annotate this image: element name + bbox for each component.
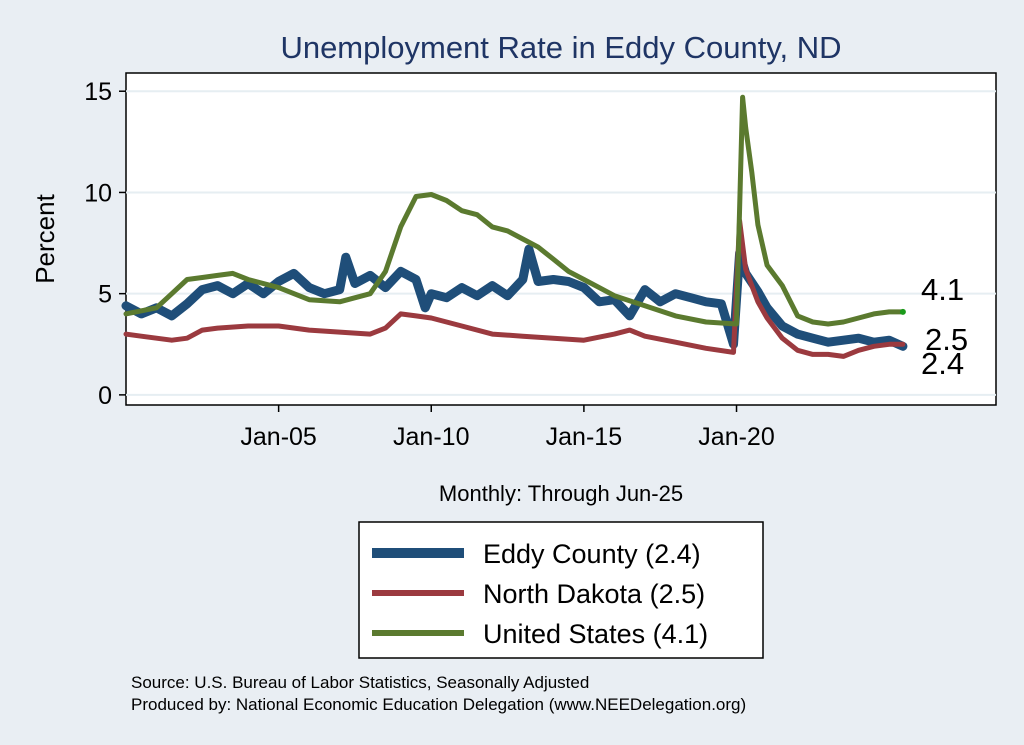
x-tick-label: Jan-15: [546, 423, 622, 451]
legend-label: North Dakota (2.5): [483, 579, 705, 609]
series-line-united-states: [123, 94, 906, 327]
y-tick-label: 15: [84, 78, 112, 106]
y-tick-label: 0: [98, 382, 112, 410]
legend-label: Eddy County (2.4): [483, 539, 701, 569]
x-tick-label: Jan-20: [698, 423, 774, 451]
us-end-marker: [899, 308, 906, 315]
gridlines: [126, 90, 996, 396]
x-axis: Jan-05 Jan-10 Jan-15 Jan-20: [240, 405, 775, 451]
legend: Eddy County (2.4) North Dakota (2.5) Unite…: [358, 521, 764, 659]
series-line-eddy-county: [121, 244, 908, 351]
y-tick-label: 5: [98, 281, 112, 309]
y-tick-label: 10: [84, 179, 112, 207]
x-tick-label: Jan-05: [240, 423, 316, 451]
producer-note: Produced by: National Economic Education…: [131, 695, 746, 714]
plot-area: [125, 72, 997, 406]
series-line-north-dakota: [123, 218, 906, 359]
series-lines: [121, 94, 908, 359]
y-axis: 0 5 10 15: [84, 78, 126, 410]
x-tick-label: Jan-10: [393, 423, 469, 451]
end-label-north-dakota: 2.5: [925, 322, 968, 357]
legend-label: United States (4.1): [483, 619, 708, 649]
end-label-eddy-county: 2.4: [921, 346, 964, 381]
x-axis-label: Monthly: Through Jun-25: [439, 481, 683, 506]
source-note: Source: U.S. Bureau of Labor Statistics,…: [131, 673, 589, 692]
y-axis-label: Percent: [30, 193, 60, 283]
chart-title: Unemployment Rate in Eddy County, ND: [280, 30, 841, 65]
end-labels: 2.42.5 4.1: [921, 272, 968, 381]
end-label-united-states: 4.1: [921, 272, 964, 307]
